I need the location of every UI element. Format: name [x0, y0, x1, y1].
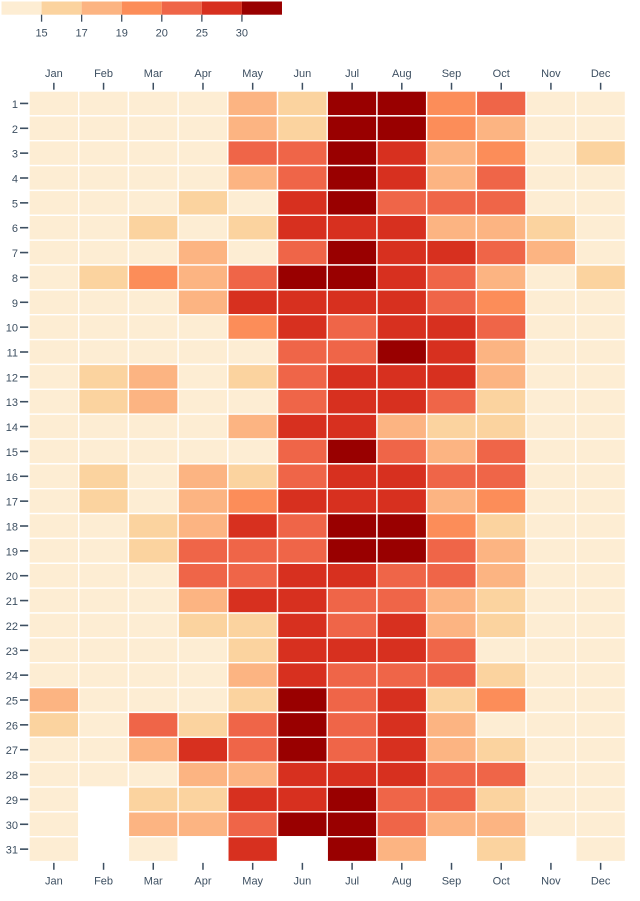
svg-text:13: 13 [6, 397, 18, 409]
svg-text:Mar: Mar [144, 68, 163, 80]
svg-text:9: 9 [12, 298, 18, 310]
svg-text:Sep: Sep [442, 68, 462, 80]
svg-text:12: 12 [6, 372, 18, 384]
svg-text:Oct: Oct [493, 68, 510, 80]
svg-text:Apr: Apr [194, 876, 211, 888]
svg-text:Feb: Feb [94, 68, 113, 80]
svg-text:11: 11 [7, 348, 18, 360]
svg-text:15: 15 [35, 28, 47, 40]
svg-text:28: 28 [6, 770, 18, 782]
svg-text:30: 30 [6, 820, 18, 832]
svg-text:24: 24 [6, 671, 18, 683]
svg-text:17: 17 [6, 497, 18, 509]
svg-text:25: 25 [196, 28, 208, 40]
svg-text:27: 27 [6, 745, 18, 757]
svg-text:Dec: Dec [591, 876, 611, 888]
svg-text:20: 20 [156, 28, 168, 40]
svg-text:Nov: Nov [541, 876, 561, 888]
svg-text:10: 10 [6, 323, 18, 335]
svg-text:May: May [242, 68, 263, 80]
svg-text:14: 14 [6, 422, 18, 434]
svg-text:1: 1 [12, 99, 18, 111]
svg-text:2: 2 [12, 124, 18, 136]
svg-text:8: 8 [12, 273, 18, 285]
svg-text:Nov: Nov [541, 68, 561, 80]
svg-text:26: 26 [6, 720, 18, 732]
svg-text:4: 4 [12, 174, 18, 186]
svg-text:6: 6 [12, 223, 18, 235]
svg-text:25: 25 [6, 696, 18, 708]
svg-text:Apr: Apr [194, 68, 211, 80]
svg-text:18: 18 [6, 522, 18, 534]
svg-text:17: 17 [76, 28, 88, 40]
svg-text:Oct: Oct [493, 876, 510, 888]
svg-text:Aug: Aug [392, 876, 412, 888]
svg-text:7: 7 [12, 248, 18, 260]
svg-text:Mar: Mar [144, 876, 163, 888]
svg-text:3: 3 [12, 149, 18, 161]
svg-text:Dec: Dec [591, 68, 611, 80]
svg-text:19: 19 [6, 546, 18, 558]
svg-text:15: 15 [6, 447, 18, 459]
svg-text:30: 30 [236, 28, 248, 40]
svg-text:May: May [242, 876, 263, 888]
svg-text:5: 5 [12, 198, 18, 210]
svg-text:19: 19 [116, 28, 128, 40]
svg-text:Jan: Jan [45, 68, 63, 80]
svg-text:21: 21 [6, 596, 18, 608]
svg-text:Feb: Feb [94, 876, 113, 888]
svg-text:22: 22 [6, 621, 18, 633]
svg-text:Aug: Aug [392, 68, 412, 80]
svg-text:20: 20 [6, 571, 18, 583]
svg-text:Jul: Jul [345, 68, 359, 80]
svg-text:31: 31 [6, 845, 18, 857]
svg-text:Jan: Jan [45, 876, 63, 888]
svg-text:Jun: Jun [294, 68, 312, 80]
svg-text:16: 16 [6, 472, 18, 484]
svg-text:23: 23 [6, 646, 18, 658]
svg-text:Jul: Jul [345, 876, 359, 888]
svg-text:Jun: Jun [294, 876, 312, 888]
svg-text:Sep: Sep [442, 876, 462, 888]
svg-text:29: 29 [6, 795, 18, 807]
